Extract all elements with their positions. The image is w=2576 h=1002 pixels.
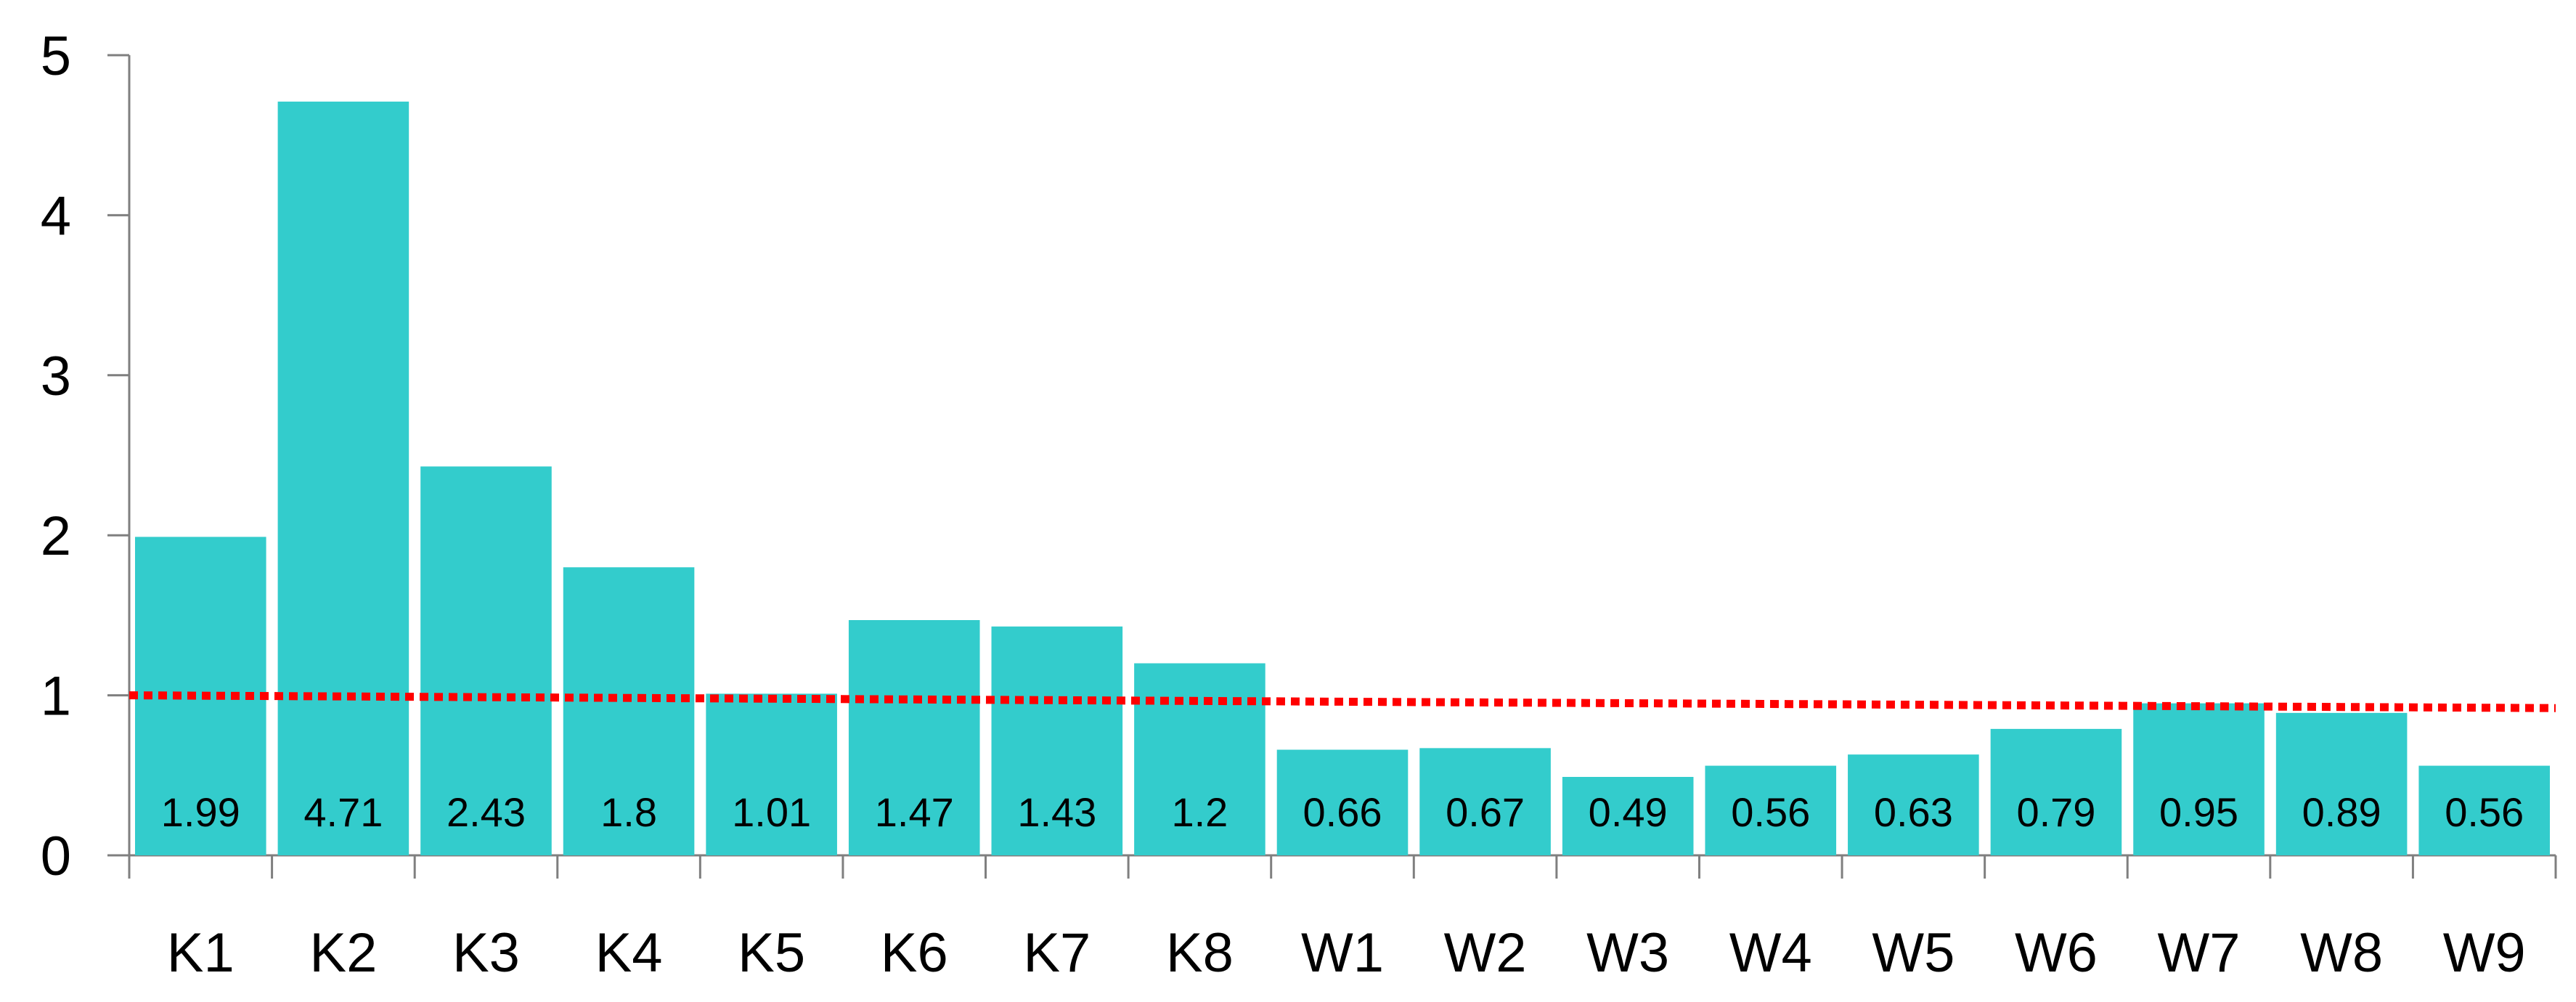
bar-k7 (991, 626, 1123, 855)
x-tick-label: W6 (2015, 922, 2098, 984)
x-tick-label: W9 (2443, 922, 2526, 984)
data-label: 0.89 (2302, 789, 2381, 835)
x-tick-label: W5 (1872, 922, 1955, 984)
bar-k2 (277, 101, 409, 855)
bar-w6 (1990, 728, 2122, 855)
x-tick-label: K2 (309, 922, 377, 984)
x-tick-label: W1 (1301, 922, 1384, 984)
bar-k6 (848, 620, 980, 855)
bar-w4 (1705, 765, 1837, 855)
bar-w8 (2275, 712, 2408, 855)
data-label: 0.66 (1303, 789, 1382, 835)
bar-w9 (2418, 765, 2550, 855)
data-label: 0.49 (1589, 789, 1668, 835)
bar-w7 (2133, 703, 2265, 855)
data-label: 0.56 (1731, 789, 1810, 835)
x-tick-label: K1 (167, 922, 235, 984)
y-tick-label: 1 (41, 666, 71, 728)
bar-k4 (563, 567, 695, 855)
y-tick-labels-group: 0 1 2 3 4 5 (41, 25, 71, 887)
bar-k1 (135, 537, 266, 855)
bar-k8 (1134, 663, 1265, 855)
data-label: 1.43 (1017, 789, 1096, 835)
data-label: 1.99 (161, 789, 240, 835)
data-label: 4.71 (303, 789, 383, 835)
data-labels-group: 1.99 4.71 2.43 1.8 1.01 1.47 1.43 1.2 0.66 0.67 0.… (161, 789, 2524, 835)
data-label: 1.47 (875, 789, 954, 835)
data-label: 1.8 (600, 789, 657, 835)
data-label: 0.67 (1446, 789, 1525, 835)
bar-w2 (1419, 748, 1551, 855)
x-tick-label: W2 (1444, 922, 1527, 984)
data-label: 0.79 (2016, 789, 2095, 835)
x-tick-label: W8 (2300, 922, 2383, 984)
bar-k3 (420, 466, 552, 855)
bar-w1 (1276, 749, 1409, 855)
x-tick-label: K7 (1023, 922, 1091, 984)
y-tick-label: 0 (41, 826, 71, 887)
y-tick-label: 4 (41, 185, 71, 247)
data-label: 0.56 (2445, 789, 2524, 835)
x-tick-label: W7 (2158, 922, 2241, 984)
bars-group (135, 101, 2550, 855)
data-label: 0.63 (1874, 789, 1953, 835)
data-label: 2.43 (447, 789, 526, 835)
data-label: 1.01 (732, 789, 811, 835)
x-tick-label: K4 (595, 922, 663, 984)
x-tick-label: W4 (1729, 922, 1812, 984)
x-tick-label: K8 (1166, 922, 1234, 984)
y-tick-label: 3 (41, 346, 71, 407)
y-tick-label: 5 (41, 25, 71, 87)
x-tick-label: K5 (738, 922, 805, 984)
bar-w5 (1848, 754, 1979, 855)
x-tick-labels-group: K1 K2 K3 K4 K5 K6 K7 K8 W1 W2 W3 W4 W5 W6 W7 W8 W9 (167, 922, 2526, 984)
bar-k5 (706, 693, 837, 855)
bar-w3 (1562, 777, 1694, 855)
x-tick-label: K3 (452, 922, 520, 984)
data-label: 0.95 (2159, 789, 2238, 835)
x-tick-label: W3 (1586, 922, 1669, 984)
reference-line-group (129, 691, 2556, 712)
y-tick-label: 2 (41, 505, 71, 567)
reference-line (129, 691, 2556, 712)
x-tick-label: K6 (881, 922, 948, 984)
data-label: 1.2 (1171, 789, 1228, 835)
